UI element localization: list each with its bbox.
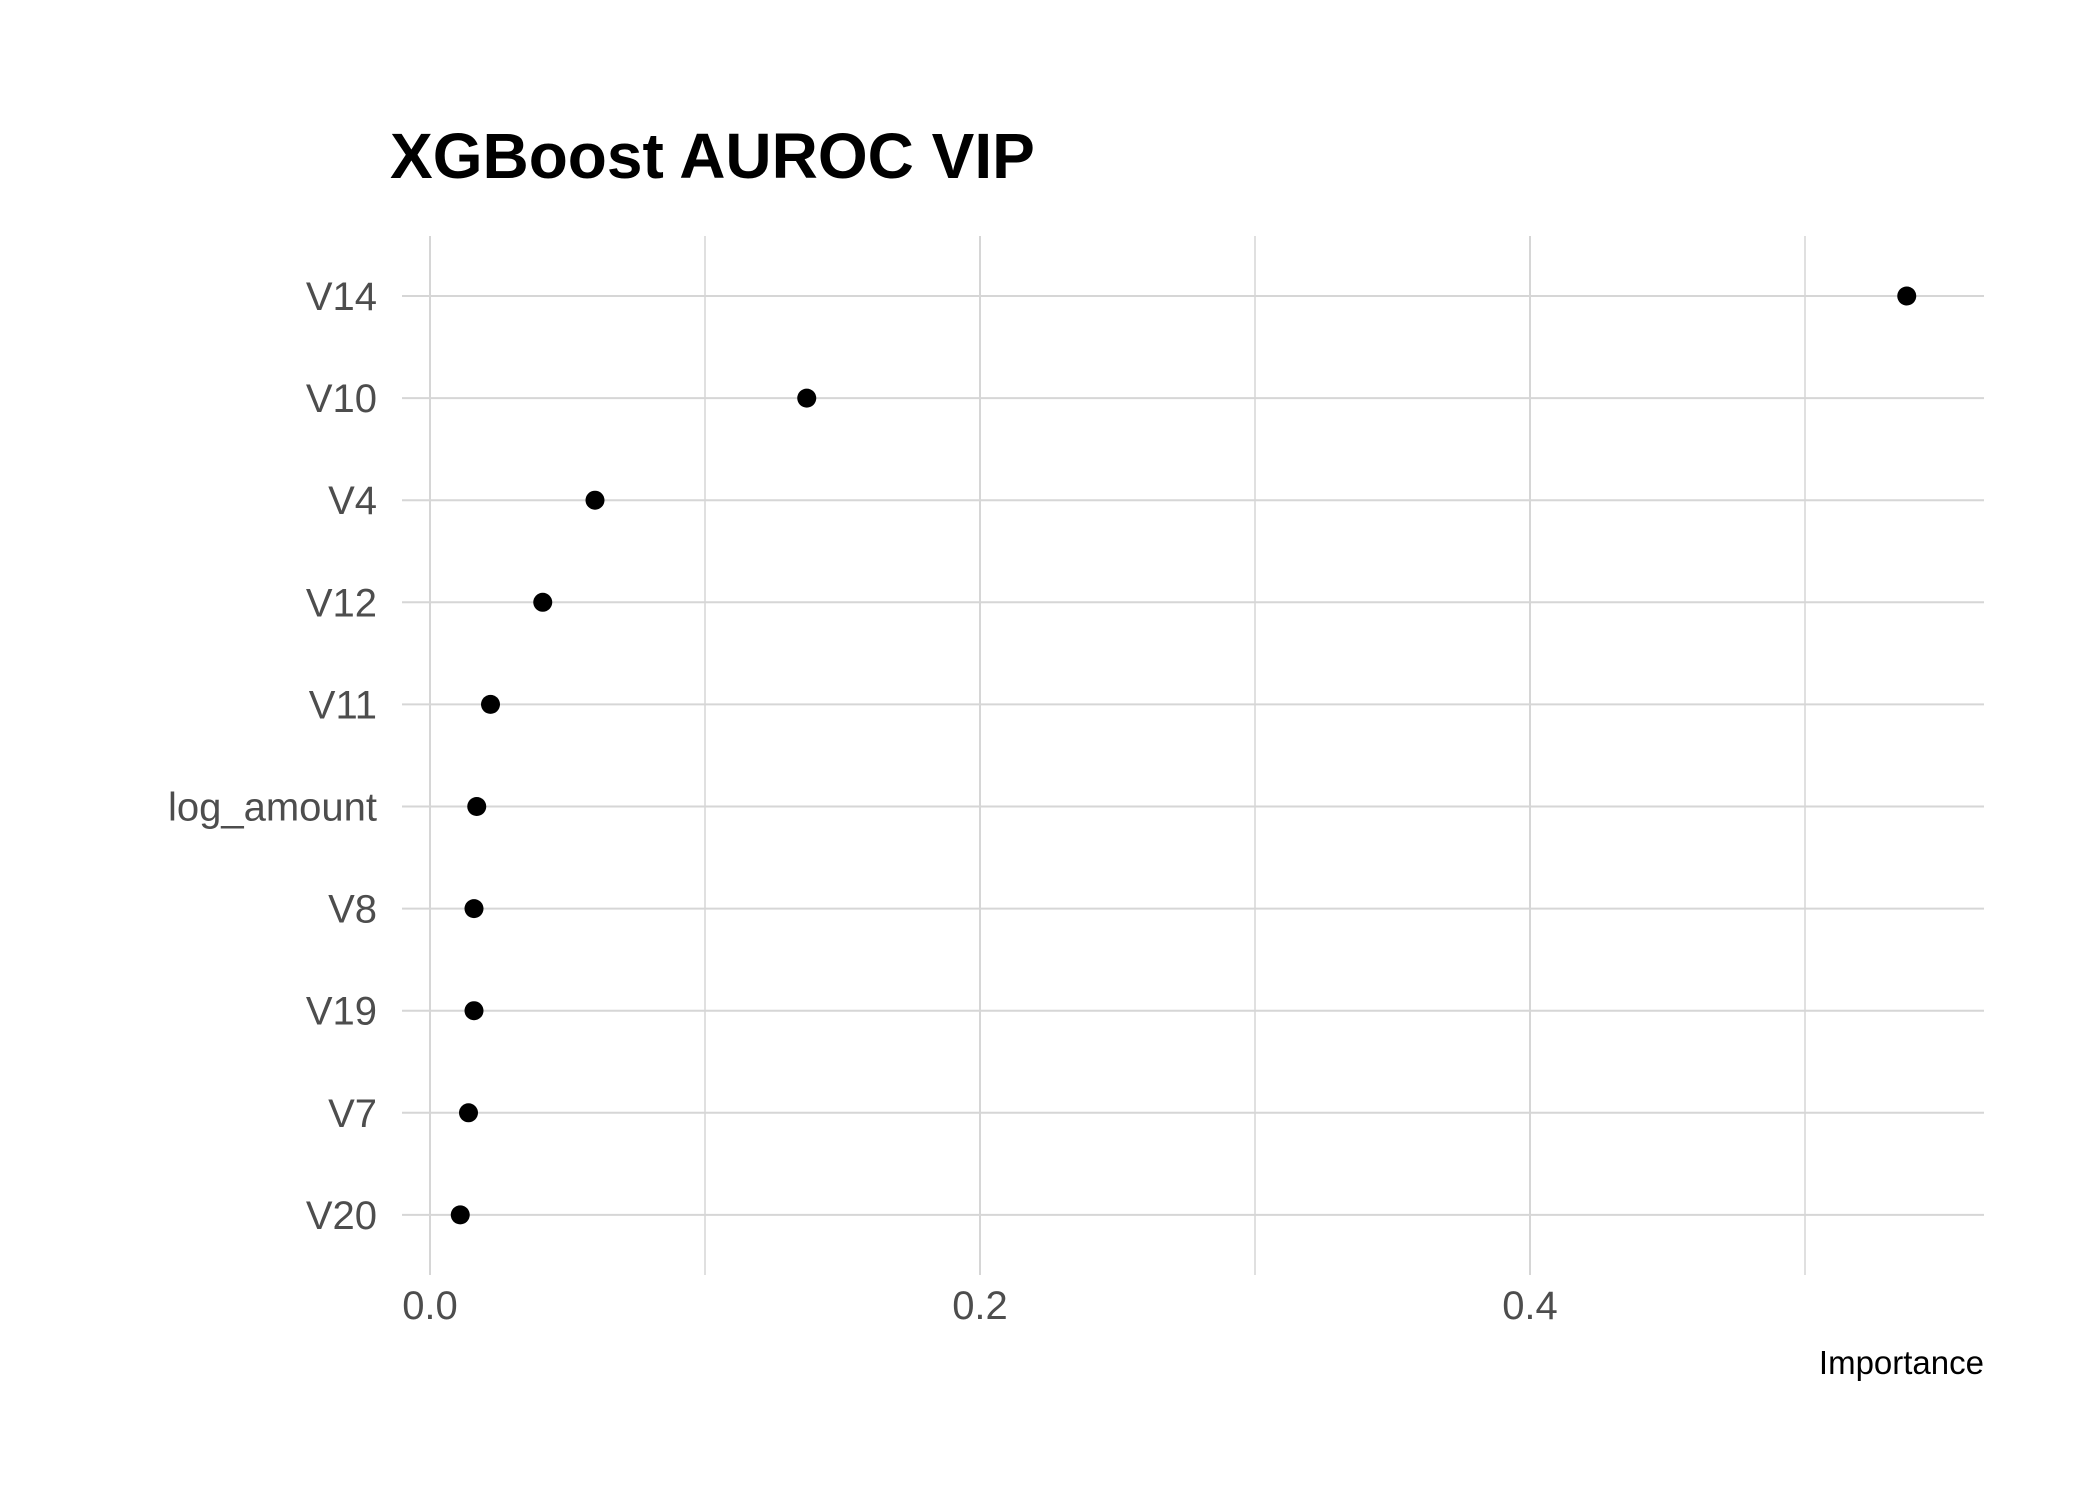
data-point — [459, 1103, 478, 1123]
data-point — [585, 490, 605, 510]
y-tick-label: V11 — [309, 683, 377, 727]
x-axis-tick-labels: 0.0 0.2 0.4 — [402, 1284, 1558, 1328]
y-tick-label: V14 — [306, 275, 377, 319]
x-tick-label: 0.2 — [952, 1284, 1008, 1328]
x-tick-label: 0.0 — [402, 1284, 458, 1328]
data-point — [467, 797, 487, 816]
y-tick-label: V12 — [306, 581, 377, 625]
x-axis-title: Importance — [1819, 1344, 1984, 1381]
chart-title: XGBoost AUROC VIP — [390, 120, 1035, 192]
data-point — [464, 1001, 484, 1021]
y-tick-label: V19 — [306, 990, 377, 1034]
y-tick-label: V8 — [328, 888, 377, 932]
data-points — [450, 286, 1917, 1225]
y-axis-tick-labels: V14 V10 V4 V12 V11 log_amount V8 V19 V7 V20 — [168, 275, 377, 1238]
data-point — [481, 694, 500, 714]
data-point — [1897, 286, 1917, 306]
y-tick-label: V20 — [306, 1194, 377, 1238]
data-point — [797, 388, 817, 408]
grid-lines — [402, 236, 1984, 1275]
y-tick-label: log_amount — [168, 786, 377, 830]
y-tick-label: V10 — [306, 377, 377, 421]
data-point — [533, 592, 553, 612]
y-tick-label: V4 — [328, 479, 377, 523]
x-tick-label: 0.4 — [1502, 1284, 1558, 1328]
y-tick-label: V7 — [328, 1092, 377, 1136]
data-point — [464, 899, 484, 919]
data-point — [450, 1205, 470, 1225]
